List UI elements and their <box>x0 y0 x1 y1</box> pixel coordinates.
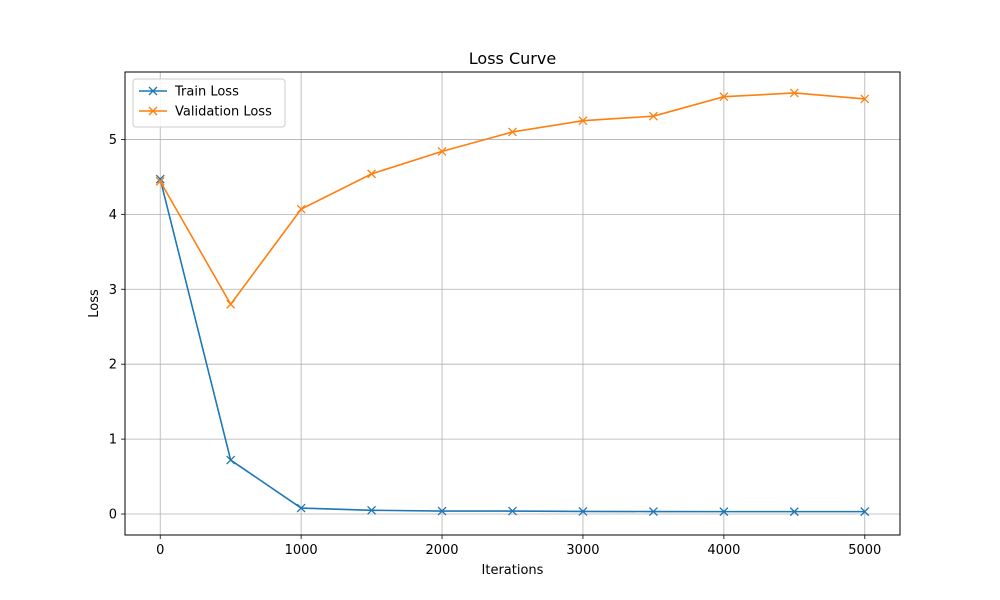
train-loss-point <box>789 507 799 517</box>
series-layer <box>155 88 870 517</box>
validation-loss-point <box>296 204 306 214</box>
train-loss-point <box>437 506 447 516</box>
train-loss-point <box>367 505 377 515</box>
validation-loss-point <box>648 111 658 121</box>
train-loss-point <box>719 507 729 517</box>
validation-loss-point <box>508 127 517 137</box>
axis-ticks: 0 1000 2000 3000 4000 5000 0 1 2 3 4 5 <box>109 133 882 558</box>
train-loss-point <box>578 506 588 516</box>
x-axis-title: Iterations <box>482 563 544 578</box>
x-tick-label: 3000 <box>566 543 599 558</box>
legend-marker <box>148 86 158 96</box>
legend-item-validation-loss: Validation Loss <box>139 105 272 120</box>
x-tick-label: 0 <box>156 543 164 558</box>
train-loss-point <box>226 455 236 465</box>
x-tick-label: 4000 <box>707 543 740 558</box>
plot-frame <box>124 71 901 536</box>
legend-label: Validation Loss <box>175 105 272 120</box>
y-tick-label: 4 <box>109 208 117 223</box>
validation-loss-point <box>155 176 165 186</box>
validation-loss-point <box>719 92 729 102</box>
validation-loss-point <box>578 116 588 126</box>
legend: Train Loss Validation Loss <box>132 78 286 128</box>
train-loss-point <box>296 503 306 513</box>
validation-loss-point <box>860 94 870 104</box>
train-loss-point <box>155 174 165 184</box>
legend-item-train-loss: Train Loss <box>139 85 239 100</box>
y-tick-label: 0 <box>109 508 117 523</box>
legend-box <box>132 78 286 128</box>
chart-title: Loss Curve <box>469 49 556 68</box>
legend-label: Train Loss <box>174 85 239 100</box>
y-tick-label: 3 <box>109 283 117 298</box>
y-tick-label: 1 <box>109 433 117 448</box>
x-tick-label: 5000 <box>848 543 881 558</box>
y-tick-label: 2 <box>109 358 117 373</box>
validation-loss-point <box>367 169 377 179</box>
legend-marker <box>148 106 158 116</box>
y-axis-title: Loss <box>87 289 102 318</box>
x-tick-label: 2000 <box>425 543 458 558</box>
train-loss-point <box>860 507 870 517</box>
x-tick-label: 1000 <box>285 543 318 558</box>
validation-loss-point <box>226 299 236 309</box>
train-loss-point <box>508 506 517 516</box>
validation-loss-point <box>437 146 447 156</box>
y-tick-label: 5 <box>109 133 117 148</box>
grid-lines <box>125 72 900 535</box>
train-loss-point <box>648 507 658 517</box>
validation-loss-point <box>789 88 799 98</box>
validation-loss-series <box>155 88 870 309</box>
train-loss-series <box>155 174 870 517</box>
